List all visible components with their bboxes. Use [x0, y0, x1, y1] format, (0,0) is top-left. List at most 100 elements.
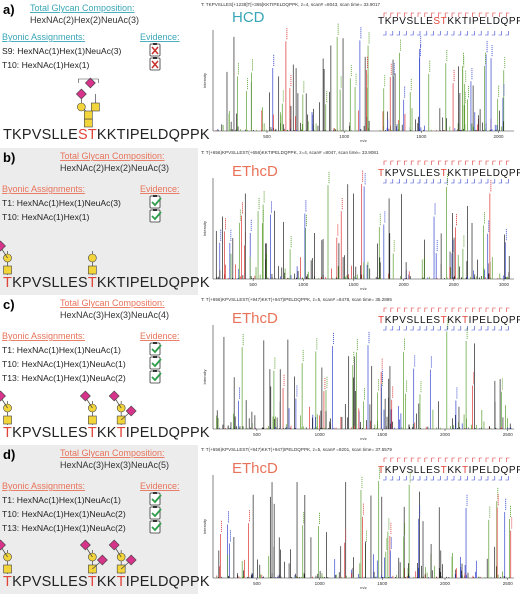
fragment-c	[472, 160, 476, 165]
fragment-z	[383, 179, 387, 184]
fragment-z	[383, 31, 387, 36]
hexnac-icon	[3, 265, 12, 275]
peptide: TKPVSLLESTKKTIPELDQPPK	[3, 574, 210, 590]
fragment-c	[404, 307, 408, 312]
spectrum-header: T: TKPVSLLES[+1238]T[+365]KKTIPELDQPPK, …	[201, 2, 380, 7]
fragment-c	[478, 160, 483, 165]
panel-label: d)	[3, 447, 15, 462]
sequence-segment: KKTIPELDQPPK	[447, 16, 520, 27]
fragment-z	[491, 476, 496, 481]
panel: b) Total Glycan Composition: HexNAc(2)Hex(…	[0, 148, 520, 295]
fragment-c	[492, 457, 496, 462]
fragment-c	[383, 12, 387, 17]
fragment-c	[451, 160, 455, 165]
panel-label: c)	[3, 297, 15, 312]
neuac-icon	[75, 88, 87, 100]
peptide-segment: T	[3, 574, 12, 590]
evidence-check	[151, 522, 162, 532]
clip	[153, 342, 157, 344]
peptide: TKPVSLLESTKKTIPELDQPPK	[3, 127, 210, 143]
fragment-c	[404, 160, 408, 165]
sequence-segment: KPVSLLES	[385, 168, 441, 179]
fragment-z	[417, 31, 421, 36]
sequence-segment: KK	[447, 465, 462, 476]
fragment-c	[451, 307, 455, 312]
y-axis-label: Intensity	[202, 221, 207, 236]
fragment-z	[471, 179, 475, 184]
x-tick-label: 2500	[503, 432, 514, 437]
fragment-c	[444, 307, 449, 312]
fragment-z	[471, 476, 475, 481]
assignment: T13: HexNAc(1)Hex(1)NeuAc(2)	[2, 523, 126, 533]
fragment-z	[417, 476, 421, 481]
sequence-segment: T	[462, 315, 469, 326]
fragment-z	[403, 179, 407, 184]
fragment-c	[506, 12, 510, 17]
sequence-segment: KPVSLLES	[385, 465, 441, 476]
fragment-z	[498, 326, 502, 331]
fragment-c	[390, 12, 394, 17]
fragment-c	[465, 307, 469, 312]
evidence-check	[151, 197, 162, 207]
clip	[153, 195, 157, 197]
assignment: T13: HexNAc(1)Hex(1)NeuAc(2)	[2, 373, 126, 383]
fragment-c	[397, 457, 401, 462]
x-tick-label: 1500	[377, 581, 388, 586]
panel-label: a)	[3, 2, 15, 17]
peptide-segment: KK	[97, 574, 117, 590]
assignments-title: Byonic Assignments:	[2, 481, 85, 491]
composition: HexNAc(2)Hex(2)NeuAc(3)	[60, 163, 169, 173]
sequence-segment: KKTIPELDQPPK	[447, 168, 520, 179]
fragment-z	[451, 179, 455, 184]
peptide-segment: KPVSLLES	[12, 275, 88, 291]
x-axis-label: m/z	[360, 138, 366, 143]
fragment-z	[444, 179, 448, 184]
spectrum-sequence: TKPVSLLESTKKTIPELDQPPK	[378, 465, 520, 476]
sequence-segment: T	[378, 315, 385, 326]
fragment-z	[430, 179, 434, 184]
fragment-z	[505, 326, 509, 331]
fragment-c	[499, 12, 503, 17]
fragment-c	[417, 160, 421, 165]
fragment-c	[404, 457, 408, 462]
spectrum-sequence: TKPVSLLESTKKTIPELDQPPK	[378, 168, 520, 179]
panel: c) Total Glycan Composition: HexNAc(3)Hex(…	[0, 297, 520, 441]
x-tick-label: 500	[253, 581, 261, 586]
neuac-icon	[79, 390, 91, 402]
sequence-segment: T	[378, 168, 385, 179]
clip	[153, 370, 157, 372]
x-tick-label: 1000	[315, 581, 326, 586]
fragment-z	[478, 326, 482, 331]
x-tick-label: 2500	[503, 581, 514, 586]
fragment-c	[431, 12, 435, 17]
clip	[153, 492, 157, 494]
peptide-segment: ST	[78, 127, 97, 143]
clip	[153, 356, 157, 358]
peptide: TKPVSLLESTKKTIPELDQPPK	[3, 425, 210, 441]
peptide-segment: T	[88, 425, 97, 441]
x-tick-label: 1000	[339, 134, 350, 139]
fragment-z	[471, 326, 475, 331]
peptide-segment: KKTIPELDQPPK	[97, 127, 210, 143]
fragment-c	[397, 307, 401, 312]
x-tick-label: 500	[249, 282, 257, 287]
fragment-c	[506, 457, 510, 462]
neuac-icon	[0, 390, 6, 402]
fragment-c	[383, 307, 387, 312]
fragment-z	[498, 476, 502, 481]
fragment-c	[390, 160, 394, 165]
fragment-z	[437, 31, 441, 36]
fragment-z	[485, 179, 489, 184]
fragment-c	[478, 307, 483, 312]
composition-title: Total Glycan Composition:	[30, 3, 135, 13]
x-tick-label: 1500	[348, 282, 359, 287]
spectrum-header: T: T(+656)KPVSLLEST(+656)KKTIPELDQPPK, z…	[201, 150, 379, 155]
fragment-z	[437, 179, 441, 184]
fragment-c	[485, 457, 489, 462]
sequence-segment: TKPVSLLE	[378, 16, 433, 27]
peptide-segment: T	[3, 425, 12, 441]
x-tick-label: 3000	[499, 282, 510, 287]
fragment-z	[403, 31, 407, 36]
composition-title: Total Glycan Composition:	[60, 448, 165, 458]
